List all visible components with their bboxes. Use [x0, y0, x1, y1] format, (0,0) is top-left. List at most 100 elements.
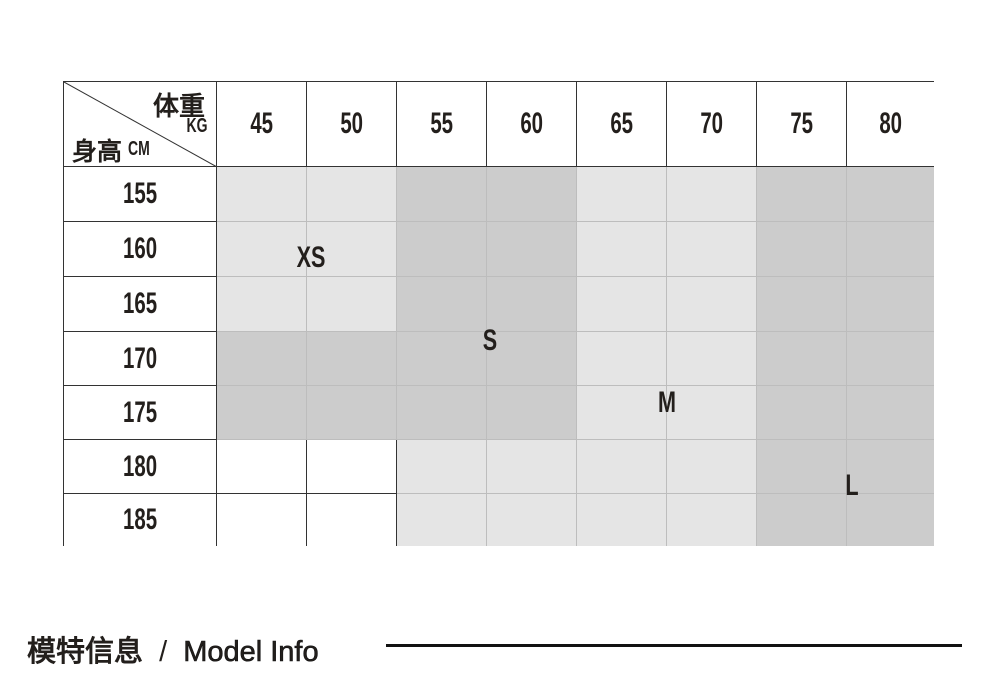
- height-header-cell: 180: [64, 440, 217, 494]
- size-cell: [217, 440, 307, 494]
- size-cell: [487, 277, 577, 332]
- size-cell: [397, 386, 487, 440]
- size-cell: [217, 167, 307, 222]
- size-cell: [487, 332, 577, 386]
- height-value: 170: [122, 341, 158, 375]
- height-header-cell: 155: [64, 167, 217, 222]
- size-cell: [487, 440, 577, 494]
- size-cell: [667, 167, 757, 222]
- size-cell: [757, 386, 847, 440]
- size-cell: [757, 494, 847, 546]
- weight-value: 60: [520, 107, 543, 140]
- height-value: 180: [122, 449, 158, 483]
- height-value: 155: [122, 177, 158, 210]
- weight-label: 体重: [153, 91, 206, 121]
- size-cell: [397, 222, 487, 277]
- size-label-s: S: [482, 324, 498, 357]
- weight-value: 45: [250, 107, 273, 140]
- size-cell: [577, 222, 667, 277]
- height-header-cell: 165: [64, 277, 217, 332]
- size-cell: [487, 494, 577, 546]
- weight-header-cell: 50: [307, 82, 397, 167]
- weight-unit: KG: [186, 115, 208, 137]
- weight-header-cell: 70: [667, 82, 757, 167]
- height-header-cell: 170: [64, 332, 217, 386]
- size-cell: [397, 167, 487, 222]
- weight-header-cell: 75: [757, 82, 847, 167]
- height-value: 165: [122, 287, 158, 320]
- size-label-m: M: [658, 386, 676, 419]
- size-cell: [667, 277, 757, 332]
- size-cell: [307, 494, 397, 546]
- size-cell: [217, 494, 307, 546]
- weight-value: 75: [790, 107, 813, 140]
- height-value: 175: [122, 395, 158, 429]
- size-cell: [577, 386, 667, 440]
- size-cell: [847, 222, 934, 277]
- size-cell: [667, 494, 757, 546]
- size-cell: [397, 494, 487, 546]
- size-cell: [847, 332, 934, 386]
- size-cell: [757, 332, 847, 386]
- size-cell: [487, 167, 577, 222]
- height-header-cell: 175: [64, 386, 217, 440]
- size-cell: [667, 386, 757, 440]
- size-cell: [667, 440, 757, 494]
- corner-header-cell: 体重 KG 身高 CM: [64, 82, 217, 167]
- weight-value: 50: [340, 107, 363, 140]
- size-cell: [577, 440, 667, 494]
- size-cell: [667, 332, 757, 386]
- weight-value: 65: [610, 107, 633, 140]
- weight-header-cell: 45: [217, 82, 307, 167]
- size-cell: [217, 332, 307, 386]
- size-cell: [217, 222, 307, 277]
- size-table: 体重 KG 身高 CM 45 50 55 60 65 70 75 80 155 160 165 170…: [63, 81, 934, 546]
- height-value: 160: [122, 232, 158, 265]
- weight-value: 55: [430, 107, 453, 140]
- weight-header-cell: 65: [577, 82, 667, 167]
- heading-en: Model Info: [183, 636, 319, 669]
- size-label-xs: XS: [296, 241, 326, 274]
- size-cell: [847, 440, 934, 494]
- size-cell: [667, 222, 757, 277]
- size-cell: [307, 277, 397, 332]
- size-cell: [847, 277, 934, 332]
- size-cell: [577, 167, 667, 222]
- size-cell: [757, 222, 847, 277]
- size-cell: [757, 167, 847, 222]
- size-cell: [577, 277, 667, 332]
- heading-separator: /: [159, 636, 168, 668]
- size-cell: [847, 386, 934, 440]
- size-cell: [307, 386, 397, 440]
- size-cell: [577, 494, 667, 546]
- size-cell: [307, 222, 397, 277]
- heading-rule: [386, 644, 962, 647]
- size-cell: [397, 440, 487, 494]
- height-unit: CM: [128, 138, 150, 160]
- diagonal-divider: [64, 82, 217, 167]
- size-cell: [307, 167, 397, 222]
- weight-header-cell: 55: [397, 82, 487, 167]
- height-label: 身高: [72, 138, 123, 166]
- height-value: 185: [122, 503, 158, 536]
- size-cell: [847, 494, 934, 546]
- size-cell: [217, 277, 307, 332]
- size-cell: [487, 222, 577, 277]
- weight-value: 80: [879, 107, 902, 140]
- size-cell: [577, 332, 667, 386]
- size-cell: [397, 277, 487, 332]
- size-cell: [307, 332, 397, 386]
- size-label-l: L: [845, 469, 859, 502]
- size-cell: [217, 386, 307, 440]
- heading-cn: 模特信息: [27, 636, 144, 668]
- size-cell: [307, 440, 397, 494]
- height-header-cell: 185: [64, 494, 217, 546]
- weight-header-cell: 80: [847, 82, 934, 167]
- weight-value: 70: [700, 107, 723, 140]
- size-cell: [847, 167, 934, 222]
- weight-header-cell: 60: [487, 82, 577, 167]
- size-cell: [757, 440, 847, 494]
- size-cell: [757, 277, 847, 332]
- model-info-heading: 模特信息 / Model Info: [27, 628, 319, 670]
